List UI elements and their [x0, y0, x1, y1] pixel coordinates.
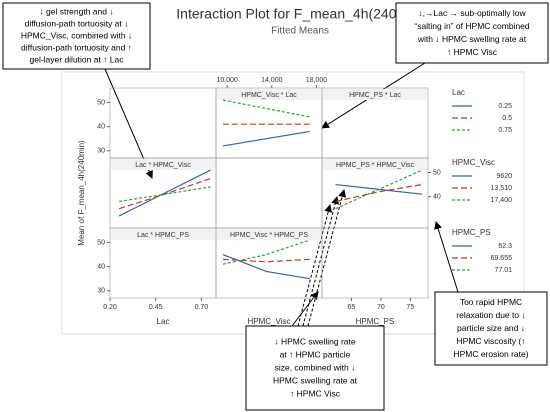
y-axis-label: Mean of F_mean_4h(240min)	[77, 140, 86, 246]
annotation-text: relaxation due to ↓	[456, 310, 525, 320]
legend-label: 77.01	[494, 267, 512, 274]
x-axis-label: HPMC_Visc	[248, 317, 291, 326]
panel-title: Lac * HPMC_Visc	[135, 162, 191, 169]
y-tick-label: 50	[97, 239, 105, 246]
legend-label: 0.25	[498, 103, 512, 110]
y-tick-label: 50	[433, 169, 441, 176]
annotation-text: “salting in” of HPMC combined	[414, 21, 530, 31]
annotation-text: ↓ HPMC swelling rate	[274, 336, 356, 346]
panel-title-bg	[111, 229, 215, 240]
annotation-text: ↓,→Lac → sub-optimally low	[418, 8, 526, 18]
annotation-text: particle size and ↓	[457, 323, 525, 333]
annotation-text: diffusion-path tortuosity at ↓	[25, 18, 129, 28]
annotation-text: ↓ gel strength and ↓	[39, 6, 113, 16]
legend-label: 62.3	[498, 243, 512, 250]
x-axis-label: Lac	[157, 317, 170, 326]
interaction-line	[119, 186, 211, 203]
annotation-text: diffusion-path tortuosity and ↑	[21, 42, 132, 52]
legend-title: HPMC_PS	[452, 228, 491, 237]
x-tick-label: 0.20	[103, 304, 117, 311]
annotation-text: gel-layer dilution at ↑ Lac	[29, 54, 124, 64]
annotation-text: ↑ HPMC Visc	[290, 388, 341, 398]
x-tick-label: 18,000	[306, 77, 328, 84]
panel-title-bg	[217, 229, 321, 240]
panel-title: HPMC_PS * Lac	[349, 92, 401, 99]
interaction-line	[222, 258, 310, 263]
legend-label: 69.655	[491, 255, 513, 262]
panel-title-bg	[323, 89, 427, 100]
annotation-text: at ↑ HPMC particle	[280, 349, 351, 359]
y-tick-label: 40	[97, 123, 105, 130]
interaction-line	[335, 169, 423, 210]
chart-title: Interaction Plot for F_mean_4h(240min)	[176, 6, 423, 22]
x-tick-label: 14,000	[261, 77, 283, 84]
y-tick-label: 40	[433, 193, 441, 200]
annotation-text: ↑ HPMC Visc	[447, 47, 498, 57]
legend-label: 9620	[496, 173, 512, 180]
panel-title-bg	[111, 159, 215, 170]
panel-title-bg	[217, 89, 321, 100]
annotation-box	[245, 325, 385, 411]
annotation-text: HPMC viscosity (↑	[457, 336, 526, 346]
legend-label: 0.75	[498, 127, 512, 134]
x-axis-label: HPMC_PS	[356, 317, 395, 326]
x-tick-label: 0.70	[195, 304, 209, 311]
panel-title: Lac * HPMC_PS	[137, 232, 189, 239]
y-tick-label: 30	[97, 148, 105, 155]
legend-label: 17,400	[491, 197, 513, 204]
panel-frame	[109, 87, 217, 159]
annotation-text: Too rapid HPMC	[460, 297, 522, 307]
panel-title: HPMC_PS * HPMC_Visc	[336, 162, 415, 169]
x-tick-label: 70	[377, 304, 385, 311]
annotation-text: HPMC erosion rate)	[453, 349, 528, 359]
annotation-box	[395, 2, 549, 64]
x-tick-label: 75	[406, 304, 414, 311]
x-tick-label: 10,000	[216, 77, 238, 84]
y-tick-label: 30	[97, 288, 105, 295]
legend-label: 13,510	[491, 185, 513, 192]
interaction-line	[118, 169, 211, 217]
panel-title: HPMC_Visc * Lac	[241, 92, 297, 99]
annotation-text: size, combined with ↓	[275, 362, 356, 372]
annotation-text: HPMC_Visc, combined with ↓	[21, 30, 132, 40]
y-tick-label: 50	[97, 99, 105, 106]
panel-frame	[321, 227, 429, 299]
interaction-line	[335, 183, 423, 203]
x-tick-label: 65	[348, 304, 356, 311]
legend-title: Lac	[452, 88, 465, 97]
y-tick-label: 40	[97, 263, 105, 270]
panel-title-bg	[323, 159, 427, 170]
chart-subtitle: Fitted Means	[271, 26, 329, 37]
annotation-box	[434, 291, 548, 366]
interaction-line	[222, 130, 310, 147]
annotation-text: with ↓ HPMC swelling rate at	[417, 34, 527, 44]
panel-frame	[215, 157, 323, 229]
x-tick-label: 0.45	[149, 304, 163, 311]
panel-title: HPMC_Visc * HPMC_PS	[230, 232, 308, 239]
legend-label: 0.5	[502, 115, 512, 122]
annotation-text: HPMC swelling rate at	[273, 375, 358, 385]
arrows	[104, 62, 459, 327]
interaction-line	[222, 253, 310, 280]
annotation-box	[2, 2, 151, 70]
legend-title: HPMC_Visc	[452, 158, 495, 167]
interaction-line	[222, 99, 310, 118]
